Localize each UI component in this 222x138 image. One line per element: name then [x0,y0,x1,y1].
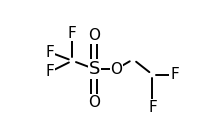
Text: F: F [46,64,55,79]
Text: F: F [148,100,157,115]
Text: O: O [88,95,100,110]
Text: F: F [46,45,55,60]
Text: F: F [170,67,179,82]
Text: O: O [111,62,123,76]
Text: O: O [88,28,100,43]
Text: S: S [89,60,100,78]
Text: F: F [68,26,77,41]
